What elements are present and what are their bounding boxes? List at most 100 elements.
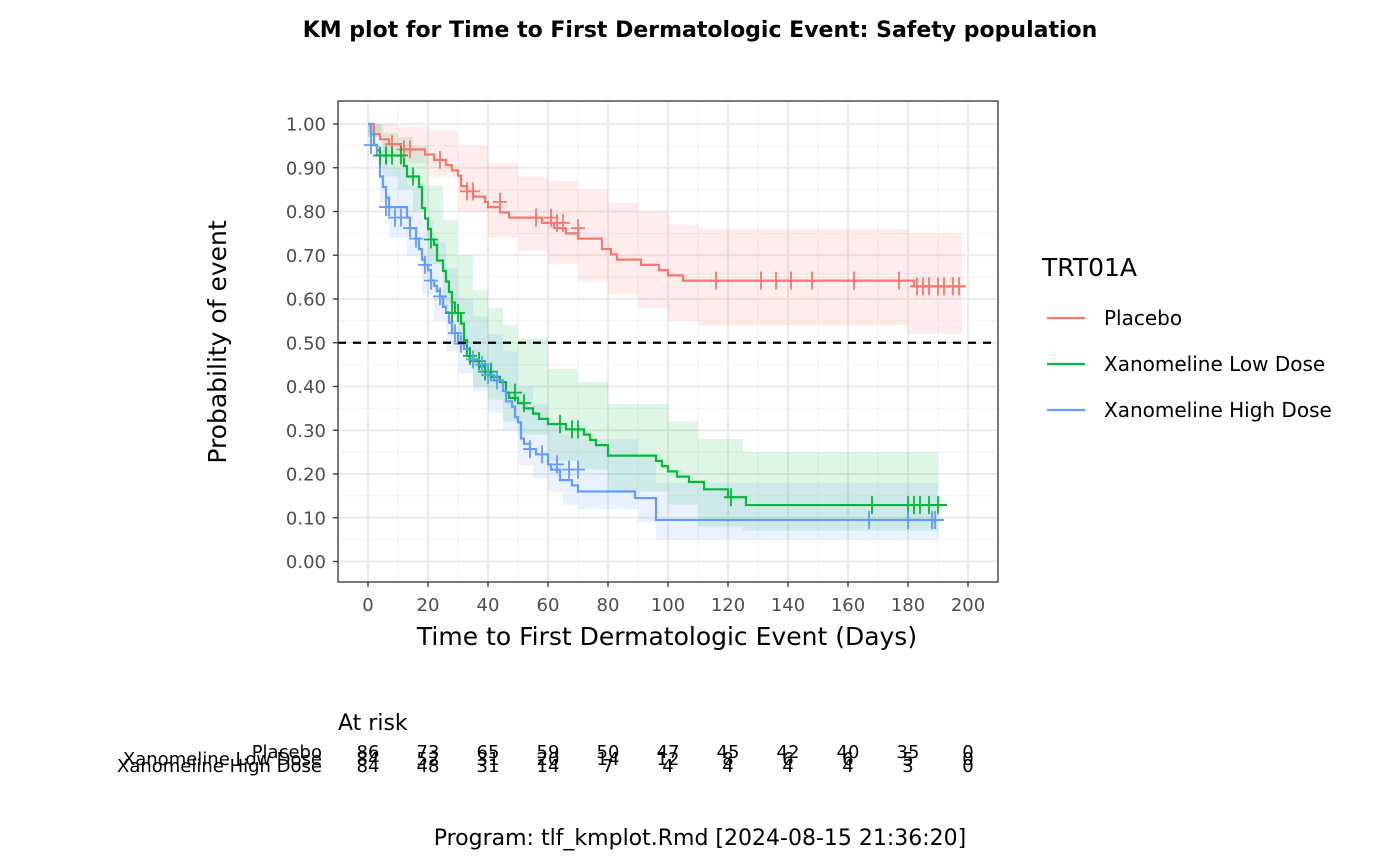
x-axis-label: Time to First Dermatologic Event (Days) [416, 622, 917, 651]
risk-count: 84 [357, 756, 380, 777]
censor-mark [448, 324, 462, 343]
y-tick-label: 0.10 [286, 508, 326, 529]
x-tick-label: 200 [951, 595, 985, 616]
censor-mark [424, 271, 438, 290]
risk-count: 4 [842, 756, 853, 777]
censor-mark [466, 350, 480, 369]
risk-count: 40 [837, 742, 860, 763]
risk-count: 59 [537, 742, 560, 763]
censor-mark [952, 277, 966, 296]
censor-mark [928, 510, 942, 529]
censor-mark [556, 213, 570, 232]
censor-mark [493, 192, 507, 211]
censor-mark [865, 496, 879, 515]
risk-count: 86 [357, 742, 380, 763]
x-tick-label: 40 [477, 595, 500, 616]
y-tick-label: 0.50 [286, 333, 326, 354]
km-curve-placebo [368, 122, 965, 288]
censor-mark [394, 146, 408, 165]
y-tick-label: 0.80 [286, 202, 326, 223]
risk-count: 52 [417, 749, 440, 770]
censor-mark [847, 271, 861, 290]
risk-count: 48 [417, 756, 440, 777]
censor-mark [433, 150, 447, 169]
censor-mark [475, 355, 489, 374]
risk-row-name: Xanomeline Low Dose [123, 749, 322, 770]
risk-count: 4 [662, 756, 673, 777]
risk-count: 6 [842, 749, 853, 770]
censor-mark [364, 136, 378, 154]
x-tick-label: 20 [417, 595, 440, 616]
risk-count: 73 [417, 742, 440, 763]
risk-count: 35 [897, 742, 920, 763]
risk-count: 84 [357, 749, 380, 770]
censor-mark [571, 420, 585, 439]
x-tick-label: 80 [597, 595, 620, 616]
censor-mark [406, 167, 420, 186]
censor-mark [463, 346, 477, 365]
risk-count: 14 [597, 749, 620, 770]
x-tick-label: 160 [831, 595, 865, 616]
censor-mark [466, 182, 480, 201]
censor-mark [418, 255, 432, 274]
censor-mark [382, 198, 396, 217]
risk-count: 65 [477, 742, 500, 763]
censor-marks-xanomeline-low-dose [373, 146, 945, 515]
censor-mark [424, 230, 438, 249]
risk-count: 0 [962, 749, 973, 770]
x-tick-label: 0 [362, 595, 373, 616]
risk-count: 4 [722, 756, 733, 777]
grid-lines [338, 101, 998, 582]
censor-mark [403, 219, 417, 238]
censor-mark [709, 271, 723, 290]
risk-count: 12 [657, 749, 680, 770]
ci-band-xanomeline-low-dose [368, 124, 938, 531]
risk-count: 47 [657, 742, 680, 763]
censor-mark [490, 371, 504, 390]
censor-mark [433, 287, 447, 306]
x-tick-label: 60 [537, 595, 560, 616]
x-tick-label: 140 [771, 595, 805, 616]
censor-mark [481, 366, 495, 385]
y-tick-label: 0.90 [286, 158, 326, 179]
risk-row-name: Placebo [252, 742, 322, 763]
risk-count: 3 [902, 756, 913, 777]
risk-count: 7 [602, 756, 613, 777]
data-layer [338, 122, 998, 540]
risk-count: 8 [722, 749, 733, 770]
legend: TRT01A Placebo Xanomeline Low Dose Xanomel… [1041, 253, 1332, 422]
censor-mark [754, 271, 768, 290]
risk-count: 6 [782, 749, 793, 770]
censor-mark [517, 394, 531, 413]
censor-mark [529, 208, 543, 227]
risk-count: 14 [537, 756, 560, 777]
censor-marks-placebo [385, 135, 966, 296]
legend-title: TRT01A [1041, 253, 1137, 282]
risk-table-title: At risk [338, 711, 408, 736]
y-axis-label: Probability of event [203, 220, 232, 464]
censor-mark [862, 510, 876, 529]
censor-mark [892, 271, 906, 290]
risk-count: 0 [962, 742, 973, 763]
y-tick-label: 0.40 [286, 377, 326, 398]
risk-row-name: Xanomeline High Dose [117, 756, 322, 777]
risk-count: 5 [902, 749, 913, 770]
censor-mark [784, 271, 798, 290]
axes: 0.00 0.10 0.20 0.30 0.40 0.50 0.60 0.70 0.80 0.90… [286, 115, 985, 617]
censor-mark [394, 208, 408, 227]
legend-label: Placebo [1104, 306, 1182, 330]
y-tick-label: 0.70 [286, 246, 326, 267]
censor-mark [931, 496, 945, 515]
legend-label: Xanomeline High Dose [1104, 398, 1332, 422]
censor-mark [484, 362, 498, 381]
censor-mark [409, 229, 423, 248]
risk-count: 50 [597, 742, 620, 763]
censor-mark [451, 304, 465, 322]
plot-area: 0.00 0.10 0.20 0.30 0.40 0.50 0.60 0.70 0.80 0.90… [286, 100, 999, 617]
risk-count: 45 [717, 742, 740, 763]
censor-mark [769, 271, 783, 290]
y-tick-label: 0.30 [286, 421, 326, 442]
censor-mark [550, 455, 564, 474]
censor-marks-xanomeline-high-dose [364, 136, 942, 529]
